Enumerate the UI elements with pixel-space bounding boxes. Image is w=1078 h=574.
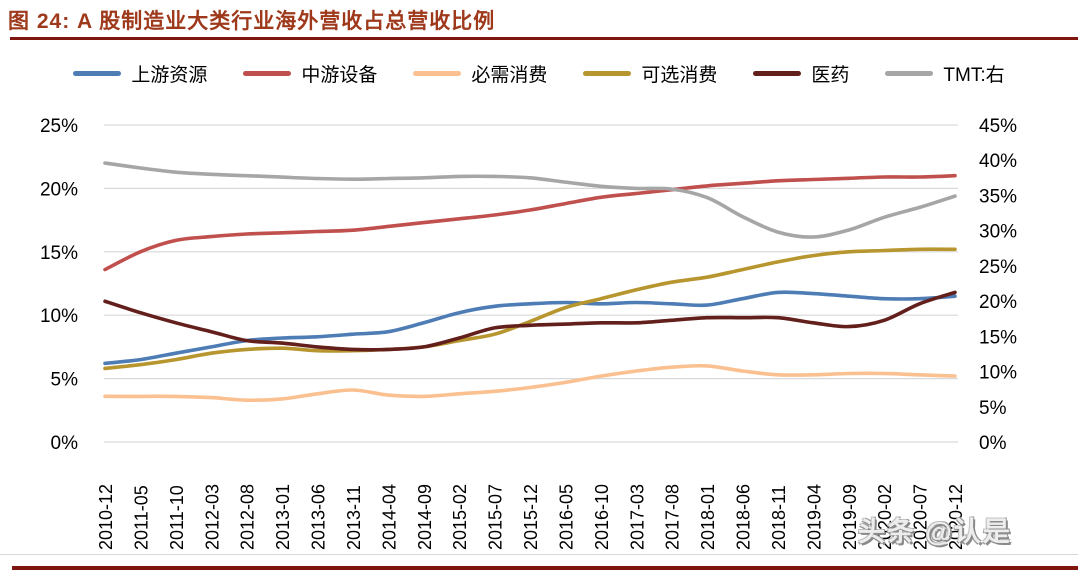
x-axis-tick: 2019-09 xyxy=(840,484,860,550)
right-axis-tick: 0% xyxy=(979,433,1007,454)
legend-label: TMT:右 xyxy=(943,64,1005,86)
x-axis-tick: 2015-02 xyxy=(450,484,470,550)
x-axis-tick: 2020-07 xyxy=(911,484,931,550)
x-axis-tick: 2015-12 xyxy=(521,484,541,550)
line-tmt xyxy=(103,161,957,239)
x-axis-tick: 2014-04 xyxy=(379,484,399,550)
x-axis-tick: 2014-09 xyxy=(415,484,435,550)
legend-item-midstream-equipment: 中游设备 xyxy=(243,60,377,87)
legend-swatch-upstream-resources xyxy=(73,70,122,76)
x-axis-tick: 2018-11 xyxy=(769,485,789,550)
legend-label: 必需消费 xyxy=(471,64,548,86)
left-axis-tick: 0% xyxy=(51,433,79,454)
legend-item-staple-consumer: 必需消费 xyxy=(413,60,547,87)
figure-bottom-rule xyxy=(12,566,1078,570)
right-axis-tick: 10% xyxy=(979,363,1017,384)
legend-label: 可选消费 xyxy=(641,64,718,86)
legend-swatch-tmt xyxy=(885,70,934,76)
legend-label: 医药 xyxy=(811,64,850,86)
legend-swatch-pharma xyxy=(753,70,802,76)
right-axis-tick: 25% xyxy=(979,257,1017,278)
x-axis-tick: 2011-05 xyxy=(131,485,151,550)
watermark: 头条 @认是 xyxy=(858,517,1012,547)
legend-item-upstream-resources: 上游资源 xyxy=(73,60,207,87)
x-axis-tick: 2010-12 xyxy=(96,484,116,550)
x-axis-tick: 2018-06 xyxy=(734,484,754,550)
legend-swatch-midstream-equipment xyxy=(243,70,292,76)
line-upstream-resources xyxy=(103,290,957,366)
x-axis-tick: 2016-10 xyxy=(592,484,612,550)
x-axis-tick: 2013-06 xyxy=(309,484,329,550)
right-axis-tick: 15% xyxy=(979,327,1017,348)
legend-item-pharma: 医药 xyxy=(753,60,849,87)
x-axis-tick: 2019-04 xyxy=(804,484,824,550)
right-axis-tick: 45% xyxy=(979,116,1017,137)
chart-legend: 上游资源 中游设备 必需消费 可选消费 医药 TMT:右 xyxy=(0,58,1078,88)
x-axis-tick: 2017-03 xyxy=(627,484,647,550)
figure-bottom-hairline xyxy=(0,554,1078,555)
x-axis-tick: 2013-01 xyxy=(273,484,293,550)
legend-item-tmt: TMT:右 xyxy=(885,60,1005,87)
right-axis-tick: 20% xyxy=(979,292,1017,313)
line-discretionary-consumer xyxy=(103,247,957,371)
x-axis-tick: 2013-11 xyxy=(344,485,364,550)
legend-item-discretionary-consumer: 可选消费 xyxy=(583,60,717,87)
x-axis-tick: 2017-08 xyxy=(663,484,683,550)
left-axis-tick: 15% xyxy=(40,243,78,264)
x-axis-tick: 2011-10 xyxy=(167,485,187,550)
x-axis-tick: 2015-07 xyxy=(486,484,506,550)
line-staple-consumer xyxy=(103,363,957,403)
left-axis-tick: 5% xyxy=(51,370,79,391)
x-axis-tick: 2018-01 xyxy=(698,484,718,550)
right-axis-tick: 35% xyxy=(979,186,1017,207)
legend-swatch-staple-consumer xyxy=(413,70,462,76)
left-axis-tick: 25% xyxy=(40,116,78,137)
legend-label: 中游设备 xyxy=(301,64,378,86)
right-axis-tick: 40% xyxy=(979,151,1017,172)
x-axis-tick: 2020-12 xyxy=(946,484,966,550)
x-axis-tick: 2016-05 xyxy=(556,484,576,550)
line-midstream-equipment xyxy=(103,173,957,272)
x-axis-tick: 2020-02 xyxy=(875,484,895,550)
left-axis-tick: 20% xyxy=(40,179,78,200)
line-pharma xyxy=(103,290,957,352)
title-divider xyxy=(10,37,1078,40)
legend-label: 上游资源 xyxy=(131,64,208,86)
left-axis-tick: 10% xyxy=(40,306,78,327)
right-axis-tick: 5% xyxy=(979,398,1007,419)
page-title: 图 24: A 股制造业大类行业海外营收占总营收比例 xyxy=(8,10,496,33)
x-axis-tick: 2012-03 xyxy=(202,484,222,550)
x-axis-tick: 2012-08 xyxy=(238,484,258,550)
right-axis-tick: 30% xyxy=(979,222,1017,243)
legend-swatch-discretionary-consumer xyxy=(583,70,632,76)
